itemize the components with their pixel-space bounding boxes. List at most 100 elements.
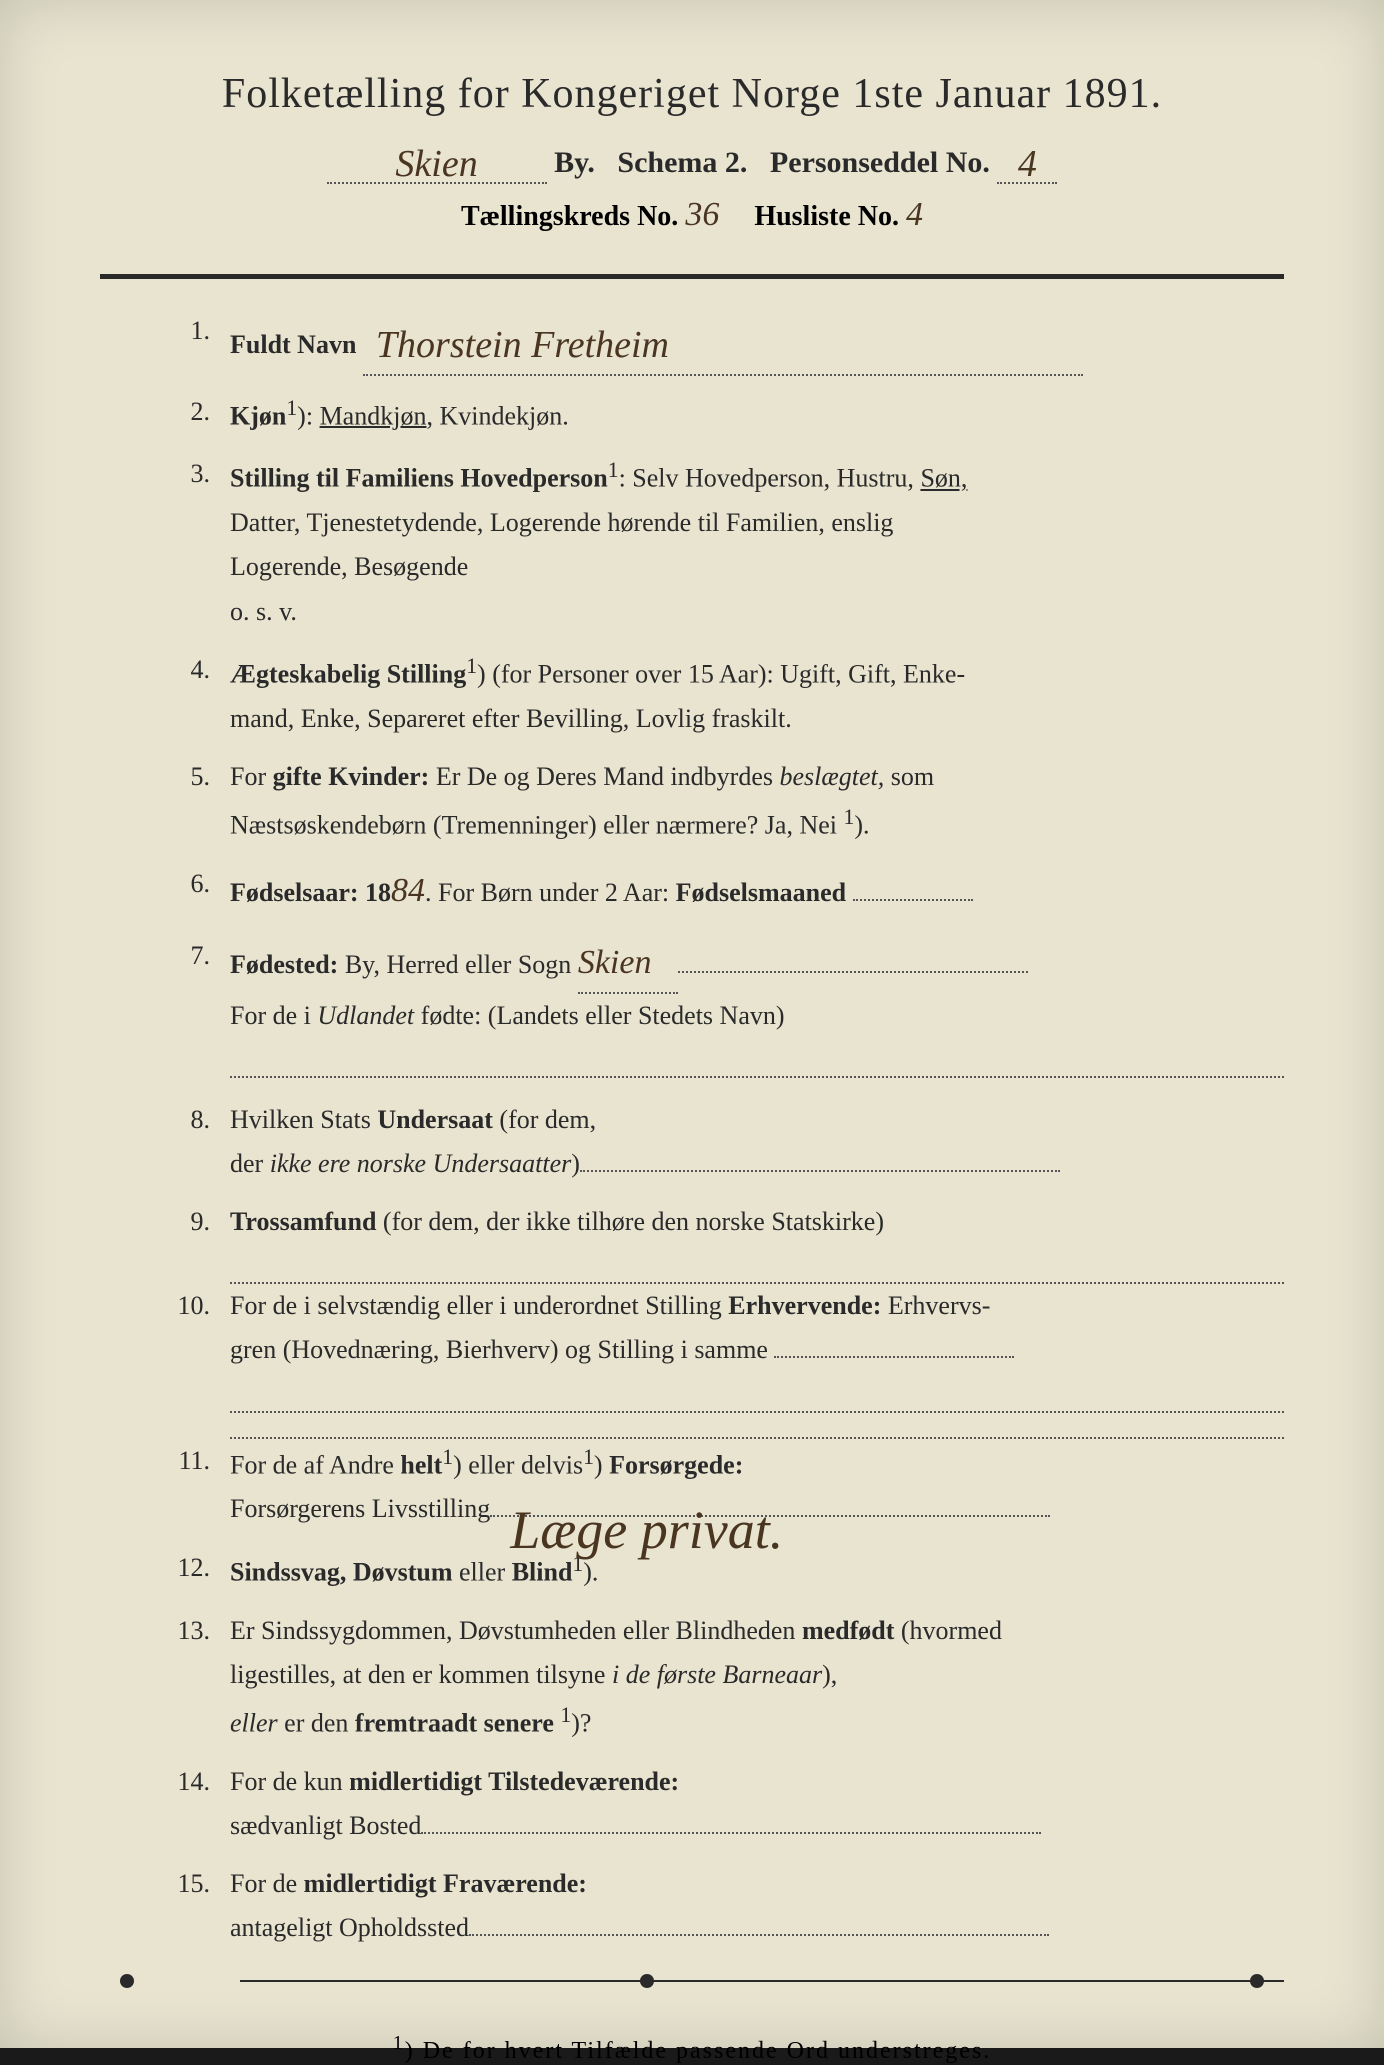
item-content: For gifte Kvinder: Er De og Deres Mand i… <box>230 755 1284 848</box>
item-number: 10. <box>140 1284 230 1372</box>
field-label: Kjøn <box>230 401 286 430</box>
field-label: Fødested: <box>230 950 338 979</box>
dotted-cont <box>421 1832 1041 1834</box>
item-number: 15. <box>140 1862 230 1950</box>
by-field: Skien <box>327 138 547 184</box>
field-text: som <box>884 762 934 791</box>
cont-text: der <box>230 1149 270 1178</box>
cont-text: sædvanligt Bosted <box>230 1811 421 1840</box>
underlined-text: Søn, <box>920 464 967 493</box>
spacer <box>140 1078 1284 1098</box>
bold-text: Sindssvag, Døvstum <box>230 1557 453 1586</box>
field-label: Stilling til Familiens Hovedperson <box>230 464 608 493</box>
name-value: Thorstein Fretheim <box>376 324 669 366</box>
by-value: Skien <box>395 143 477 185</box>
husliste-label: Husliste No. <box>754 201 899 232</box>
form-items: 1. Fuldt Navn Thorstein Fretheim 2. Kjøn… <box>140 309 1284 1950</box>
field-text: ) (for Personer over 15 Aar): Ugift, Gif… <box>477 660 965 689</box>
field-text: For <box>230 762 273 791</box>
item-number: 12. <box>140 1546 230 1595</box>
item-number: 5. <box>140 755 230 848</box>
birthplace-value: Skien <box>578 944 652 981</box>
item-10: 10. For de i selvstændig eller i underor… <box>140 1284 1284 1372</box>
footnote-ref: 1 <box>560 1703 571 1727</box>
field-text: ) eller delvis <box>453 1450 583 1479</box>
taellingskreds-label: Tællingskreds No. <box>461 201 678 232</box>
field-text: For de <box>230 1869 304 1898</box>
subheader-line1: Skien By. Schema 2. Personseddel No. 4 <box>100 138 1284 184</box>
item-content: Fødselsaar: 1884. For Børn under 2 Aar: … <box>230 862 1284 920</box>
personseddel-label: Personseddel No. <box>770 146 990 179</box>
item-1: 1. Fuldt Navn Thorstein Fretheim <box>140 309 1284 376</box>
item-content: For de i selvstændig eller i underordnet… <box>230 1284 1284 1372</box>
footnote-ref: 1 <box>286 396 297 420</box>
field-text: : Selv Hovedperson, Hustru, <box>619 464 921 493</box>
husliste-value: 4 <box>906 196 923 233</box>
italic-text: beslægtet, <box>780 762 885 791</box>
item-content: Fødested: By, Herred eller Sogn Skien Fo… <box>230 934 1284 1038</box>
italic-text: ikke ere norske Undersaatter <box>270 1149 572 1178</box>
footnote-text: ) De for hvert Tilfælde passende Ord und… <box>405 2038 992 2064</box>
field-text: ): Mandkjøn, Kvindekjøn. <box>297 401 569 430</box>
item-6: 6. Fødselsaar: 1884. For Børn under 2 Aa… <box>140 862 1284 920</box>
bold-text: medfødt <box>802 1616 894 1645</box>
bold-text: midlertidigt Tilstedeværende: <box>349 1767 679 1796</box>
item-8: 8. Hvilken Stats Undersaat (for dem, der… <box>140 1098 1284 1186</box>
item-content: Stilling til Familiens Hovedperson1: Sel… <box>230 452 1284 633</box>
birthplace-field: Skien <box>578 934 678 994</box>
field-text: (for dem, <box>493 1105 596 1134</box>
item-number: 14. <box>140 1760 230 1848</box>
bold-text: Trossamfund <box>230 1207 376 1236</box>
field-text: eller <box>453 1557 512 1586</box>
field-label: Fødselsaar: 18 <box>230 878 391 907</box>
cont-text: mand, Enke, Separeret efter Bevilling, L… <box>230 704 792 733</box>
item-number: 6. <box>140 862 230 920</box>
item-number: 7. <box>140 934 230 1038</box>
footnote-ref: 1 <box>442 1445 453 1469</box>
cont-text: er den <box>278 1709 355 1738</box>
dotted-line <box>230 1413 1284 1439</box>
occupation-value: Læge privat. <box>510 1485 783 1577</box>
footnote-marker: 1 <box>393 2032 405 2054</box>
field-text: ) <box>594 1450 609 1479</box>
cont-text: For de i <box>230 1001 317 1030</box>
bold-text: Forsørgede: <box>609 1450 743 1479</box>
item-number: 9. <box>140 1200 230 1244</box>
dotted-line <box>230 1052 1284 1078</box>
cont-text: gren (Hovednæring, Bierhverv) og Stillin… <box>230 1335 768 1364</box>
item-number: 8. <box>140 1098 230 1186</box>
bold-text: Erhvervende: <box>728 1291 881 1320</box>
bold-text: fremtraadt senere <box>355 1709 561 1738</box>
item-number: 13. <box>140 1609 230 1746</box>
form-header: Folketælling for Kongeriget Norge 1ste J… <box>100 70 1284 234</box>
item-11: 11. For de af Andre helt1) eller delvis1… <box>140 1439 1284 1532</box>
italic-text: i de første Barneaar <box>612 1660 822 1689</box>
dotted-cont <box>774 1356 1014 1358</box>
item-content: For de af Andre helt1) eller delvis1) Fo… <box>230 1439 1284 1532</box>
dotted-line <box>230 1387 1284 1413</box>
year-value: 84 <box>391 872 425 909</box>
field-text: Erhvervs- <box>881 1291 990 1320</box>
field-text: (hvormed <box>894 1616 1002 1645</box>
taellingskreds-field: 36 <box>685 201 719 232</box>
bold-text: helt <box>400 1450 442 1479</box>
dotted-line <box>230 1258 1284 1284</box>
cont-text: ) <box>571 1149 580 1178</box>
cont-text: o. s. v. <box>230 597 297 626</box>
cont-text: Datter, Tjenestetydende, Logerende høren… <box>230 508 893 537</box>
personseddel-field: 4 <box>997 138 1057 184</box>
footnote-ref: 1 <box>608 458 619 482</box>
item-content: Ægteskabelig Stilling1) (for Personer ov… <box>230 648 1284 741</box>
footnote: 1) De for hvert Tilfælde passende Ord un… <box>100 2032 1284 2065</box>
item-content: For de midlertidigt Fraværende: antageli… <box>230 1862 1284 1950</box>
item-number: 2. <box>140 390 230 439</box>
italic-text: eller <box>230 1709 278 1738</box>
item-13: 13. Er Sindssygdommen, Døvstumheden elle… <box>140 1609 1284 1746</box>
field-text: For de af Andre <box>230 1450 400 1479</box>
item-content: For de kun midlertidigt Tilstedeværende:… <box>230 1760 1284 1848</box>
field-text: . For Børn under 2 Aar: <box>425 878 676 907</box>
pin-icon <box>1250 1974 1264 1988</box>
month-field <box>853 899 973 901</box>
item-number: 4. <box>140 648 230 741</box>
dotted-cont <box>678 971 1028 973</box>
